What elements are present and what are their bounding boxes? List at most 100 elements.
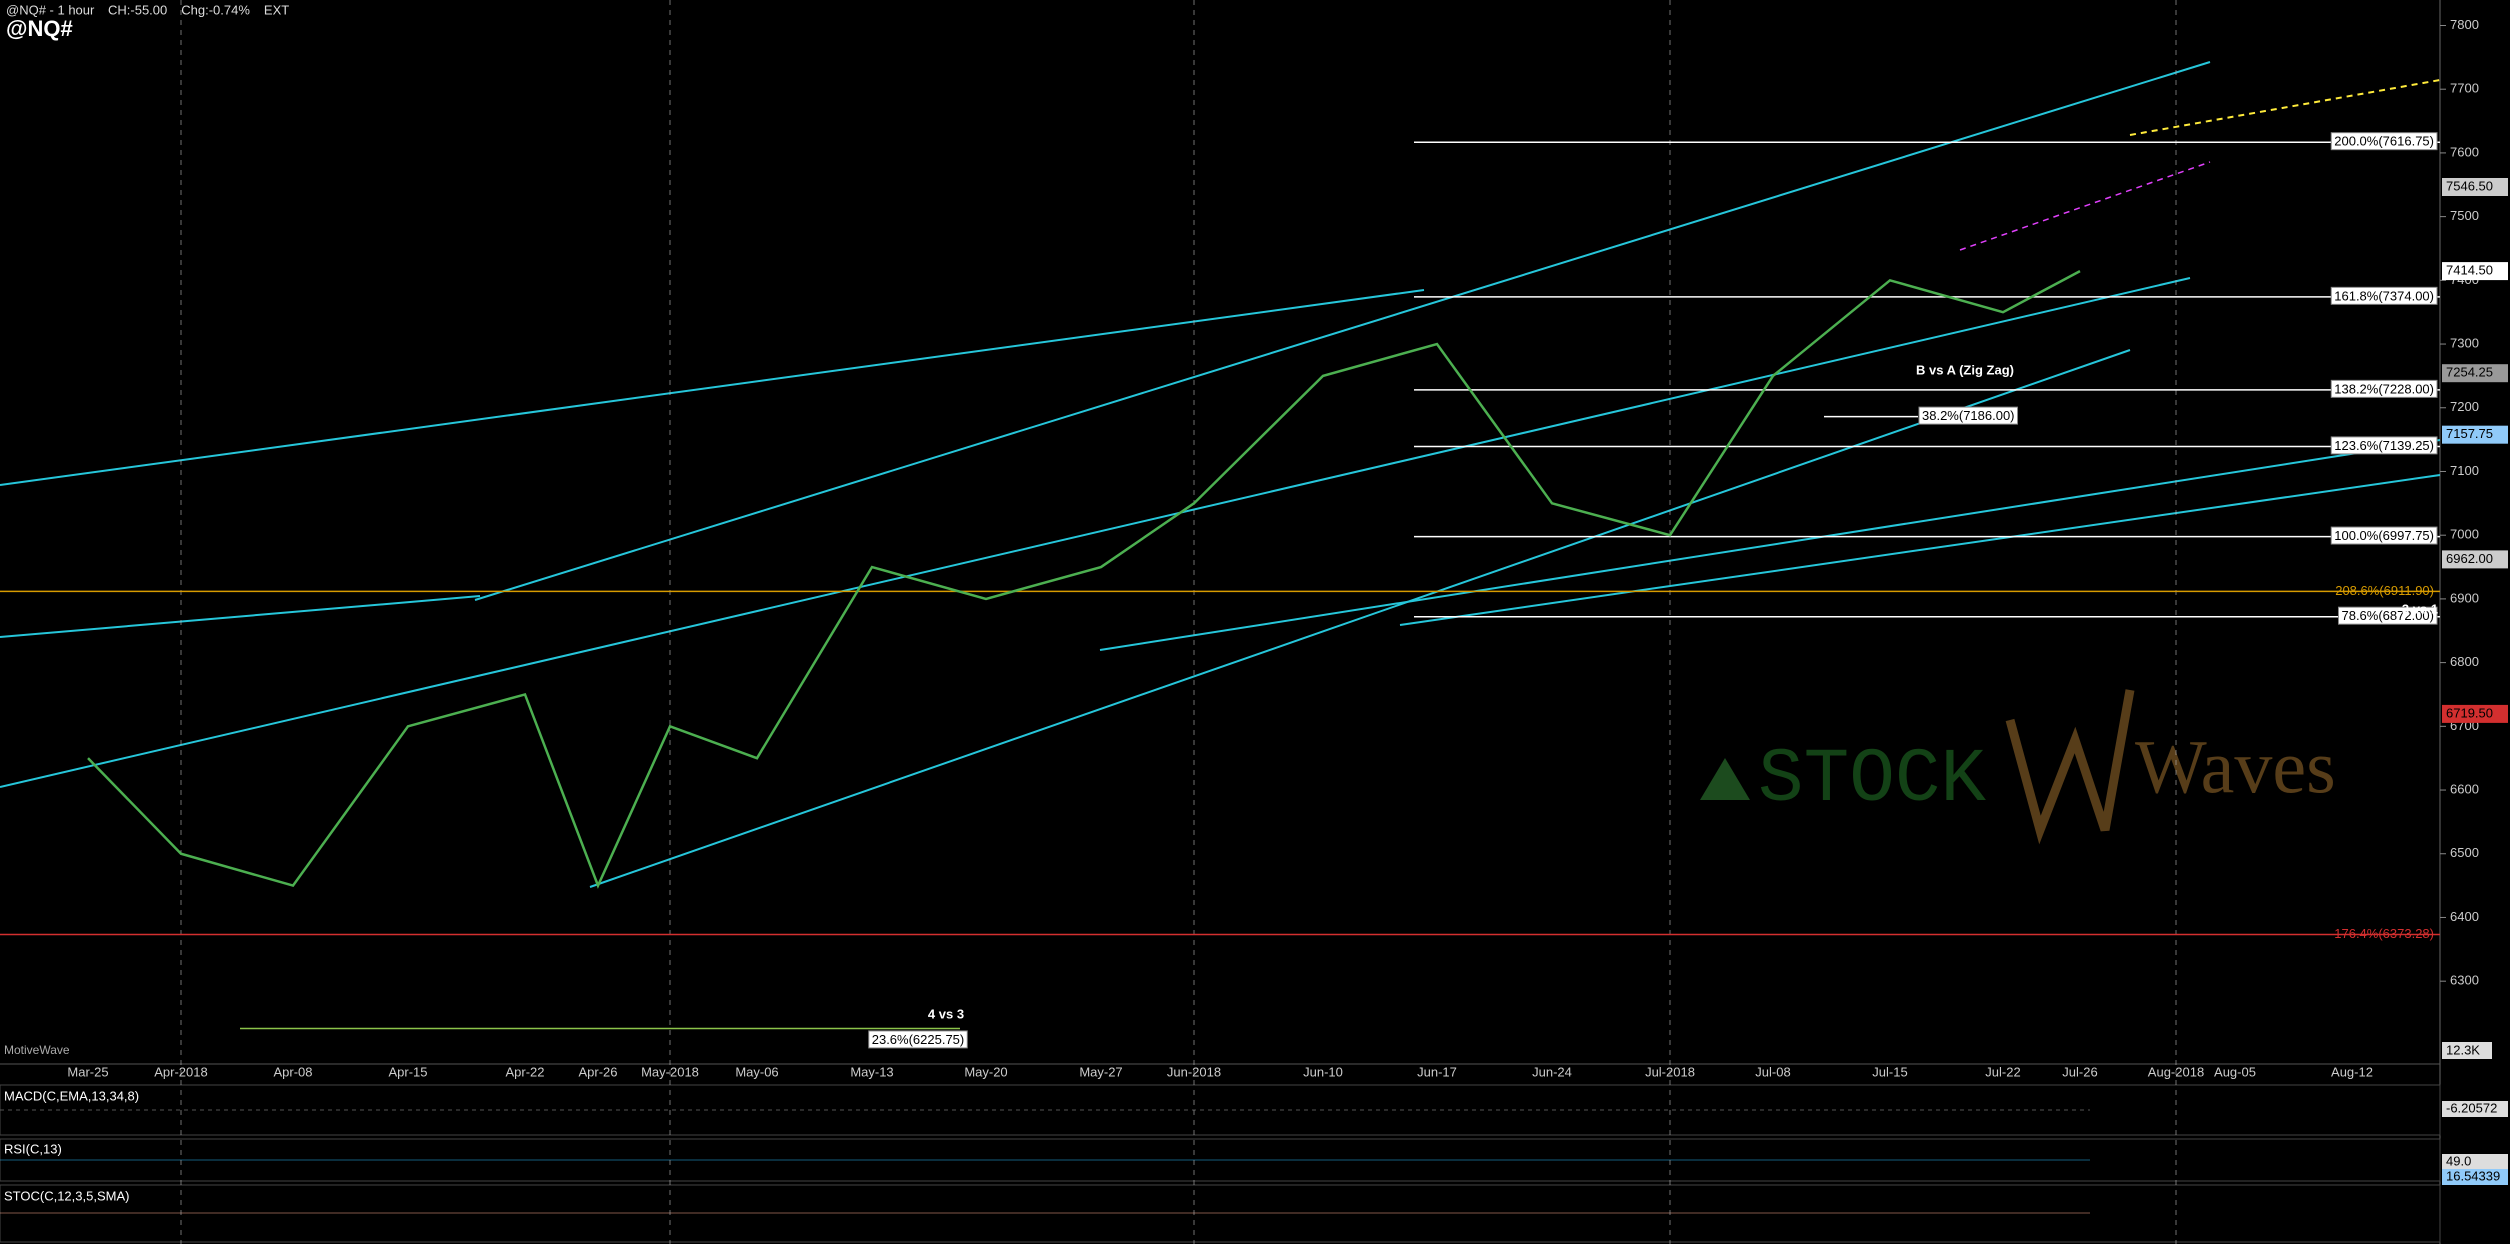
y-tick-label: 7600 (2450, 144, 2479, 159)
x-tick-label: Apr-2018 (154, 1064, 207, 1079)
price-tag-text: 7414.50 (2446, 263, 2493, 278)
fib-label: 78.6%(6872.00) (2337, 606, 2438, 625)
fib-label-box (868, 1030, 968, 1049)
fib-label-text: 200.0%(7616.75) (2334, 134, 2434, 149)
fib-label-text: 23.6%(6225.75) (872, 1032, 965, 1047)
watermark-text: Waves (2135, 725, 2336, 809)
fib-label-text: 38.2%(7186.00) (1922, 408, 2015, 423)
fib-label: 38.2%(7186.00) (1918, 406, 2019, 425)
x-tick-label: Aug-05 (2214, 1064, 2256, 1079)
x-tick-label: May-27 (1079, 1064, 1122, 1079)
y-tick-label: 6600 (2450, 781, 2479, 796)
x-tick-label: Jun-2018 (1167, 1064, 1221, 1079)
note: B vs A (Zig Zag) (1916, 362, 2014, 377)
indicator-title: STOC(C,12,3,5,SMA) (4, 1188, 129, 1203)
watermark-text: STOCK (1758, 737, 1986, 823)
x-tick-label: Jun-17 (1417, 1064, 1457, 1079)
indicator-tag-text: -6.20572 (2446, 1100, 2497, 1115)
indicator-panes (0, 1084, 2441, 1243)
x-tick-label: Apr-26 (578, 1064, 617, 1079)
price-tag-text: 7546.50 (2446, 178, 2493, 193)
fib-label-text: 138.2%(7228.00) (2334, 381, 2434, 396)
header-stat: EXT (264, 2, 289, 17)
x-tick-label: Jul-15 (1872, 1064, 1907, 1079)
x-tick-label: Jun-24 (1532, 1064, 1572, 1079)
y-tick-label: 7500 (2450, 208, 2479, 223)
watermark-w (2005, 689, 2135, 845)
x-tick-label: Mar-25 (67, 1064, 108, 1079)
indicator-tag: -6.20572 (2442, 1100, 2508, 1117)
x-tick-label: Aug-12 (2331, 1064, 2373, 1079)
price-tag-text: 7254.25 (2446, 365, 2493, 380)
y-tick-label: 7200 (2450, 399, 2479, 414)
note: 4 vs 3 (928, 1006, 964, 1021)
indicator-tag: 16.54339 (2442, 1168, 2508, 1185)
y-tick-label: 7000 (2450, 527, 2479, 542)
header-stat: Chg:-0.74% (181, 2, 250, 17)
fib-label: 23.6%(6225.75) (868, 1030, 968, 1049)
indicator-tag-text: 49.0 (2446, 1153, 2471, 1168)
price-tag: 7414.50 (2442, 262, 2508, 281)
watermark-triangle (1700, 758, 1750, 800)
price-tag-box (2442, 425, 2508, 444)
indicator-title: RSI(C,13) (4, 1141, 62, 1156)
trend-lines (0, 61, 2441, 888)
fib-label-text: 161.8%(7374.00) (2334, 288, 2434, 303)
fib-label-text: 123.6%(7139.25) (2334, 438, 2434, 453)
volume-tag-text: 12.3K (2446, 1042, 2480, 1057)
y-tick-label: 7100 (2450, 463, 2479, 478)
x-tick-label: May-13 (850, 1064, 893, 1079)
y-tick-label: 6500 (2450, 845, 2479, 860)
price-tag: 6962.00 (2442, 550, 2508, 569)
y-tick-label: 7700 (2450, 81, 2479, 96)
x-tick-label: May-06 (735, 1064, 778, 1079)
fib-label: 208.6%(6911.90) (2335, 583, 2434, 598)
fib-label: 161.8%(7374.00) (2330, 286, 2438, 305)
fib-label: 123.6%(7139.25) (2330, 436, 2438, 455)
indicator-title: MACD(C,EMA,13,34,8) (4, 1088, 139, 1103)
header-stat: CH:-55.00 (108, 2, 167, 17)
volume-tag: 12.3K (2442, 1042, 2492, 1059)
x-tick-label: May-2018 (641, 1064, 699, 1079)
x-tick-label: Jul-2018 (1645, 1064, 1695, 1079)
x-tick-label: Apr-22 (505, 1064, 544, 1079)
fib-label-box (2337, 606, 2438, 625)
price-tag-box (2442, 364, 2508, 383)
price-tag: 7254.25 (2442, 364, 2508, 383)
fib-label-box (1918, 406, 2019, 425)
price-tag: 6719.50 (2442, 704, 2508, 723)
indicator-tag-text: 16.54339 (2446, 1168, 2500, 1183)
x-tick-label: Apr-08 (273, 1064, 312, 1079)
fib-label-text: 78.6%(6872.00) (2341, 608, 2434, 623)
fib-label-text: 176.4%(6373.28) (2334, 926, 2434, 941)
x-tick-label: Apr-15 (388, 1064, 427, 1079)
projection-arrow (2129, 79, 2441, 136)
price-tag-box (2442, 704, 2508, 723)
x-tick-label: May-20 (964, 1064, 1007, 1079)
fib-label: 100.0%(6997.75) (2330, 526, 2438, 545)
x-tick-label: Jul-22 (1985, 1064, 2020, 1079)
wave-channel (1959, 161, 2211, 251)
source-label: MotiveWave (4, 1043, 70, 1057)
price-line (87, 269, 2081, 889)
fib-label-box (2330, 286, 2438, 305)
x-tick-label: Jul-08 (1755, 1064, 1790, 1079)
y-tick-label: 7300 (2450, 335, 2479, 350)
price-tag-text: 6962.00 (2446, 551, 2493, 566)
price-tag: 7157.75 (2442, 425, 2508, 444)
y-tick-label: 6400 (2450, 909, 2479, 924)
price-tag-box (2442, 550, 2508, 569)
indicator-tag-box (2442, 1169, 2508, 1185)
y-tick-label: 6300 (2450, 973, 2479, 988)
indicator-tag: 49.0 (2442, 1153, 2508, 1170)
price-tag-text: 6719.50 (2446, 705, 2493, 720)
subtitle: @NQ# - 1 hour (6, 2, 95, 17)
fib-label: 138.2%(7228.00) (2330, 379, 2438, 398)
x-tick-label: Jun-10 (1303, 1064, 1343, 1079)
fib-label-box (2330, 526, 2438, 545)
price-tag-box (2442, 177, 2508, 196)
fib-label: 200.0%(7616.75) (2330, 132, 2438, 151)
indicator-tag-box (2442, 1154, 2508, 1170)
price-tag-box (2442, 262, 2508, 281)
